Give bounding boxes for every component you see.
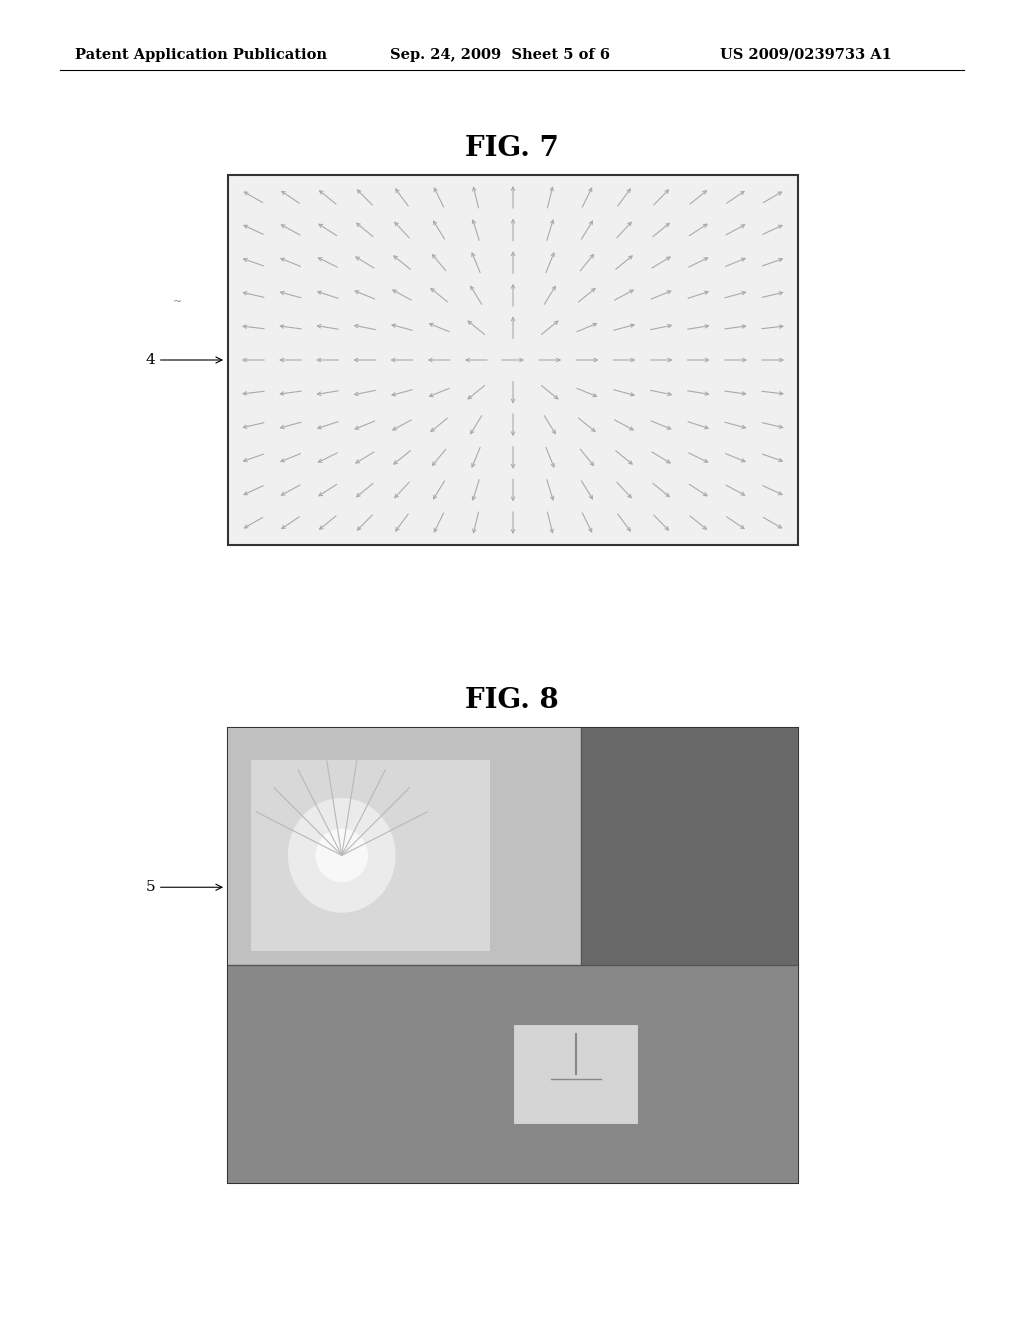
Bar [228,176,798,545]
Bar [228,729,582,965]
Bar [582,729,798,965]
Text: US 2009/0239733 A1: US 2009/0239733 A1 [720,48,892,62]
Bar [513,1024,638,1123]
Text: 4: 4 [145,352,222,367]
Text: ~: ~ [173,297,182,308]
Bar [228,965,798,1183]
Ellipse shape [288,799,395,912]
Ellipse shape [315,829,368,882]
Text: 5: 5 [145,880,222,894]
Text: Sep. 24, 2009  Sheet 5 of 6: Sep. 24, 2009 Sheet 5 of 6 [390,48,610,62]
Text: Patent Application Publication: Patent Application Publication [75,48,327,62]
Bar [228,729,798,1183]
Text: FIG. 7: FIG. 7 [465,135,559,161]
Bar [251,760,490,950]
Text: FIG. 8: FIG. 8 [465,686,559,714]
